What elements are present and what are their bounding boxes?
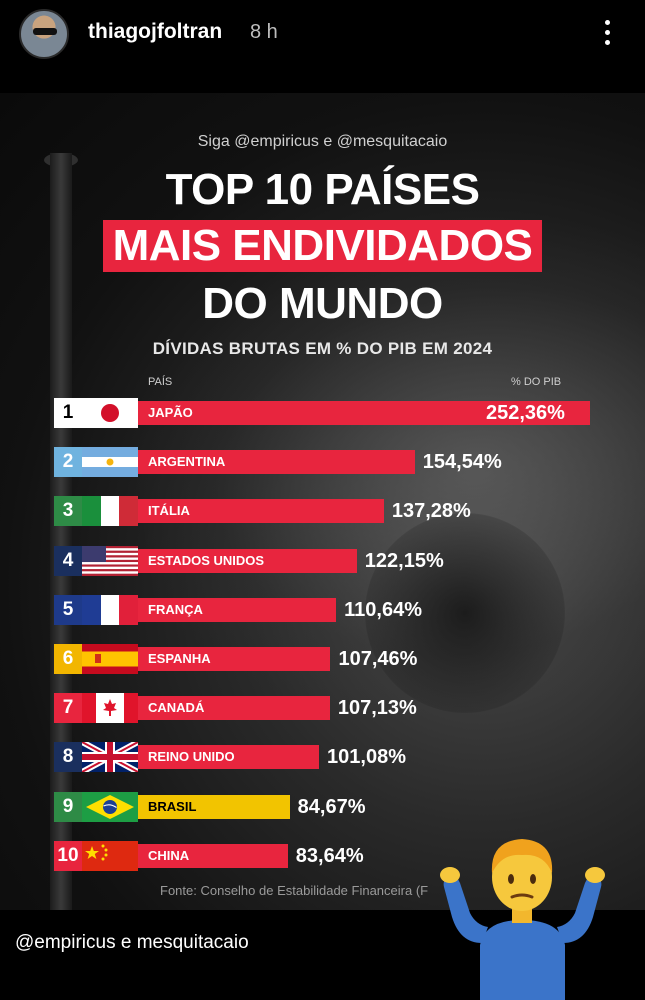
rank-badge: 9: [54, 791, 82, 822]
chart-subtitle: DÍVIDAS BRUTAS EM % DO PIB EM 2024: [152, 339, 493, 358]
rank-badge: 6: [54, 644, 82, 674]
value-label: 154,54%: [422, 451, 502, 474]
uk-flag-icon: [82, 742, 138, 773]
bar: [138, 450, 415, 475]
country-label: CHINA: [148, 847, 190, 863]
bar: [138, 794, 290, 819]
country-label: CANADÁ: [148, 700, 205, 716]
value-label: 84,67%: [297, 795, 366, 818]
value-label: 137,28%: [391, 500, 471, 523]
title-line-3: DO MUNDO: [202, 279, 443, 328]
bar: [138, 745, 320, 770]
japan-flag-icon: [82, 398, 138, 428]
canada-flag-icon: [82, 693, 138, 724]
rank-badge: 3: [54, 496, 82, 527]
bar: [138, 647, 331, 671]
value-label: 83,64%: [295, 844, 364, 867]
country-label: ESPANHA: [148, 651, 211, 666]
country-label: ESTADOS UNIDOS: [148, 552, 265, 568]
brazil-flag-icon: [82, 791, 138, 822]
value-label: 122,15%: [364, 549, 444, 572]
italy-flag-icon: [82, 496, 138, 527]
value-label: 252,36%: [486, 402, 565, 424]
background-flag-globe: [365, 513, 565, 713]
bar: [138, 401, 590, 425]
bar: [138, 843, 288, 868]
rank-badge: 7: [54, 693, 82, 724]
bar: [138, 597, 337, 622]
country-label: ITÁLIA: [148, 503, 190, 519]
bar: [138, 696, 330, 721]
username[interactable]: thiagojfoltran: [88, 20, 223, 43]
rank-badge: 10: [54, 840, 82, 871]
argentina-flag-icon: [82, 447, 138, 478]
value-label: 107,46%: [338, 648, 418, 670]
rank-badge: 2: [54, 447, 82, 478]
source-note: Fonte: Conselho de Estabilidade Financei…: [160, 883, 429, 898]
value-label: 101,08%: [327, 746, 406, 769]
country-label: BRASIL: [148, 798, 197, 814]
more-vertical-icon[interactable]: [596, 18, 620, 48]
rank-badge: 8: [54, 742, 82, 773]
follow-line: Siga @empiricus e @mesquitacaio: [197, 133, 448, 150]
france-flag-icon: [82, 594, 138, 625]
time-ago: 8 h: [250, 21, 278, 43]
infographic-card: Siga @empiricus e @mesquitacaio TOP 10 P…: [0, 93, 645, 910]
china-flag-icon: [82, 840, 138, 871]
usa-flag-icon: [82, 545, 138, 576]
column-header-pct: % DO PIB: [511, 376, 562, 388]
value-label: 107,13%: [337, 697, 417, 720]
spain-flag-icon: [82, 644, 138, 674]
avatar[interactable]: [19, 9, 69, 59]
country-label: ARGENTINA: [148, 454, 226, 470]
rank-badge: 4: [54, 545, 82, 576]
story-header: thiagojfoltran 8 h: [0, 0, 645, 70]
bar: [138, 548, 357, 573]
bar: [138, 499, 384, 524]
country-label: REINO UNIDO: [148, 749, 235, 765]
rank-badge: 5: [54, 594, 82, 625]
title-line-1: TOP 10 PAÍSES: [165, 165, 480, 214]
person-shrugging-emoji[interactable]: [440, 825, 605, 1000]
rank-badge: 1: [54, 398, 82, 428]
country-label: FRANÇA: [148, 601, 203, 617]
country-label: JAPÃO: [148, 405, 193, 420]
value-label: 110,64%: [344, 598, 423, 621]
column-header-country: PAÍS: [148, 376, 173, 388]
title-line-2: MAIS ENDIVIDADOS: [102, 220, 543, 272]
story-caption: @empiricus e mesquitacaio: [15, 932, 249, 953]
